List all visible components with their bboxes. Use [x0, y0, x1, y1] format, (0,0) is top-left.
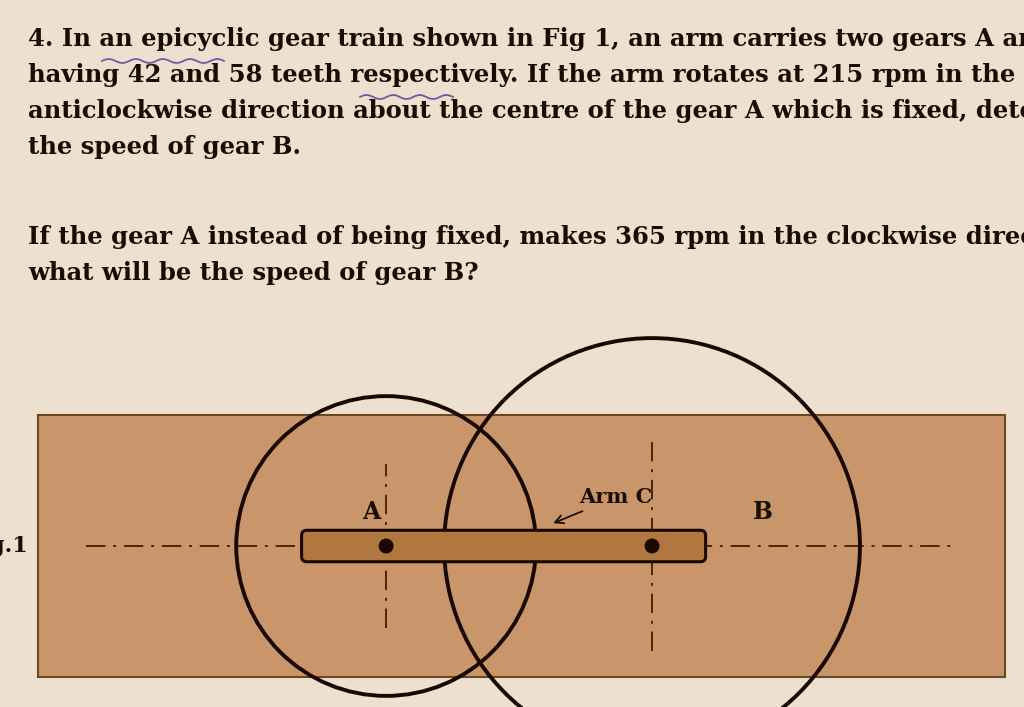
- Text: 4. In an epicyclic gear train shown in Fig 1, an arm carries two gears A and B: 4. In an epicyclic gear train shown in F…: [28, 27, 1024, 51]
- Text: Arm C: Arm C: [555, 487, 652, 523]
- Circle shape: [379, 539, 393, 553]
- Text: Fig.1: Fig.1: [0, 535, 28, 557]
- Text: A: A: [362, 501, 381, 525]
- Circle shape: [645, 539, 658, 553]
- Text: what will be the speed of gear B?: what will be the speed of gear B?: [28, 261, 478, 285]
- Text: B: B: [754, 501, 773, 525]
- Text: having 42 and 58 teeth respectively. If the arm rotates at 215 rpm in the: having 42 and 58 teeth respectively. If …: [28, 63, 1015, 87]
- Text: anticlockwise direction about the centre of the gear A which is fixed, determine: anticlockwise direction about the centre…: [28, 99, 1024, 123]
- Text: If the gear A instead of being fixed, makes 365 rpm in the clockwise direction,: If the gear A instead of being fixed, ma…: [28, 225, 1024, 249]
- Bar: [38, 415, 1005, 677]
- Text: the speed of gear B.: the speed of gear B.: [28, 135, 301, 159]
- FancyBboxPatch shape: [302, 530, 706, 562]
